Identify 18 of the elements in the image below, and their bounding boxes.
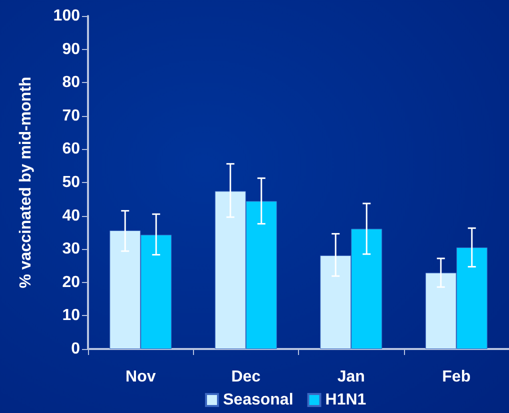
x-tick-label: Nov xyxy=(126,368,156,386)
legend-label: Seasonal xyxy=(223,392,294,408)
y-tick-label: 20 xyxy=(62,274,80,291)
y-tick-label: 0 xyxy=(71,340,80,358)
y-tick-label: 30 xyxy=(62,240,80,258)
x-tick-label: Feb xyxy=(442,368,471,386)
y-tick-label: 90 xyxy=(62,40,80,58)
y-tick-label: 100 xyxy=(53,8,80,24)
y-axis-title: % vaccinated by mid-month xyxy=(18,76,34,288)
x-tick-label: Dec xyxy=(231,368,261,386)
y-tick-label: 80 xyxy=(62,74,80,92)
y-tick-label: 10 xyxy=(62,307,80,324)
y-tick-label: 40 xyxy=(62,207,80,224)
x-tick-label: Jan xyxy=(337,368,365,386)
legend-label: H1N1 xyxy=(325,392,366,408)
y-tick-label: 70 xyxy=(62,107,80,124)
y-tick-label: 50 xyxy=(62,174,80,191)
y-tick-label: 60 xyxy=(62,140,80,158)
